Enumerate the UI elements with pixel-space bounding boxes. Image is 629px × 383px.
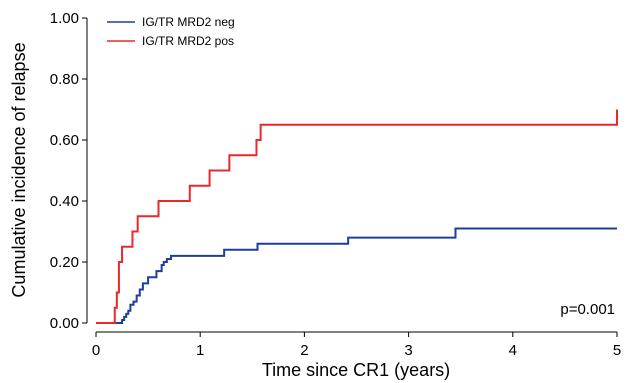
x-tick-label: 4 (509, 342, 517, 359)
y-tick-label: 0.00 (50, 315, 79, 332)
p-value-annotation: p=0.001 (560, 301, 615, 318)
y-axis-title: Cumulative incidence of relapse (9, 42, 29, 297)
legend-label-pos: IG/TR MRD2 pos (142, 34, 234, 48)
y-tick-label: 0.20 (50, 254, 79, 271)
series-line-1 (96, 109, 618, 324)
series-lines (96, 109, 618, 324)
x-tick-label: 3 (404, 342, 412, 359)
x-tick-label: 2 (300, 342, 308, 359)
y-axis-ticks: 0.00 0.20 0.40 0.60 0.80 1.00 (50, 10, 87, 332)
y-tick-label: 1.00 (50, 10, 79, 27)
legend: IG/TR MRD2 neg IG/TR MRD2 pos (107, 15, 235, 48)
legend-label-neg: IG/TR MRD2 neg (142, 15, 235, 29)
x-tick-label: 0 (92, 342, 100, 359)
x-axis-ticks: 0 1 2 3 4 5 (92, 332, 621, 359)
x-axis-title: Time since CR1 (years) (262, 360, 450, 380)
y-tick-label: 0.80 (50, 71, 79, 88)
x-tick-label: 5 (613, 342, 621, 359)
y-tick-label: 0.40 (50, 193, 79, 210)
x-tick-label: 1 (196, 342, 204, 359)
series-line-0 (96, 227, 617, 324)
y-tick-label: 0.60 (50, 132, 79, 149)
